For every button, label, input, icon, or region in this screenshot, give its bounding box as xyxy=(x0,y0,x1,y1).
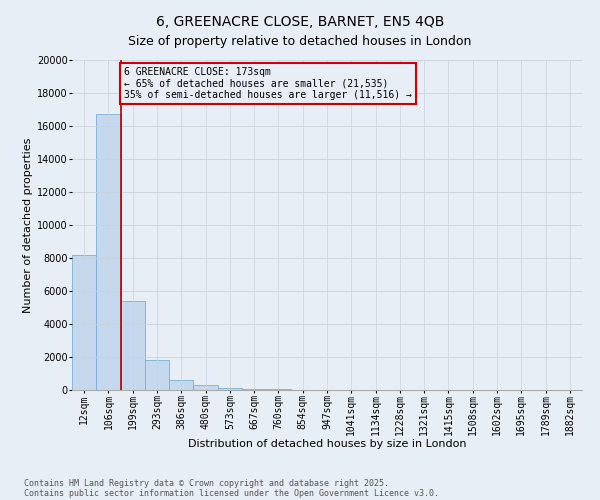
Y-axis label: Number of detached properties: Number of detached properties xyxy=(23,138,33,312)
Bar xyxy=(121,301,145,390)
Bar xyxy=(169,380,193,390)
Bar xyxy=(242,388,266,390)
Bar xyxy=(145,360,169,390)
Bar xyxy=(218,388,242,390)
Text: 6 GREENACRE CLOSE: 173sqm
← 65% of detached houses are smaller (21,535)
35% of s: 6 GREENACRE CLOSE: 173sqm ← 65% of detac… xyxy=(124,66,412,100)
Text: Contains HM Land Registry data © Crown copyright and database right 2025.: Contains HM Land Registry data © Crown c… xyxy=(24,478,389,488)
Text: Contains public sector information licensed under the Open Government Licence v3: Contains public sector information licen… xyxy=(24,488,439,498)
Bar xyxy=(96,114,121,390)
Bar xyxy=(193,385,218,390)
X-axis label: Distribution of detached houses by size in London: Distribution of detached houses by size … xyxy=(188,440,466,450)
Bar xyxy=(266,389,290,390)
Text: 6, GREENACRE CLOSE, BARNET, EN5 4QB: 6, GREENACRE CLOSE, BARNET, EN5 4QB xyxy=(156,15,444,29)
Text: Size of property relative to detached houses in London: Size of property relative to detached ho… xyxy=(128,35,472,48)
Bar xyxy=(72,254,96,390)
